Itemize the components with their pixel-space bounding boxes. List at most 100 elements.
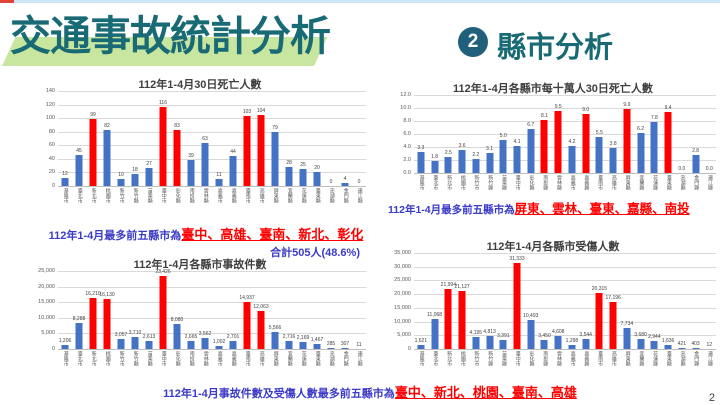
x-axis-label: 新竹市 — [473, 175, 480, 190]
y-tick-label: 0 — [51, 183, 55, 189]
x-axis-label: 高雄市 — [258, 351, 265, 366]
bar-column: 11,068 — [427, 253, 442, 349]
bar-value-label: 83 — [174, 123, 180, 129]
x-axis-label: 嘉義市 — [569, 175, 576, 190]
y-tick-label: 15,000 — [38, 299, 55, 306]
caption-top5-counties: 屏東、雲林、臺東、嘉縣、南投 — [514, 202, 690, 216]
bar-column: 3.8 — [606, 95, 620, 173]
bar-column: 16,130 — [99, 271, 115, 349]
gridline — [414, 108, 716, 109]
bar — [341, 183, 349, 186]
x-axis-label: 新竹縣 — [487, 175, 494, 190]
bar-value-label: 12,063 — [253, 304, 269, 310]
y-tick-label: 20,000 — [38, 283, 55, 290]
x-axis-label: 澎湖縣 — [679, 175, 686, 190]
bar — [61, 345, 69, 349]
bar-value-label: 10,493 — [523, 313, 539, 319]
bar-column: 5,566 — [268, 271, 282, 349]
x-axis-label: 苗栗縣 — [501, 175, 508, 190]
section-title: 縣市分析 — [497, 32, 614, 64]
gridline — [58, 131, 366, 133]
page-number: 2 — [708, 392, 715, 404]
bar-value-label: 28 — [286, 160, 292, 166]
bar — [103, 130, 111, 186]
x-axis: 基隆市 臺北市 新北市 桃園市 新竹市 新竹縣 苗栗縣 臺中市 彰化縣 南投縣 雲林縣 嘉義市 嘉義縣臺… — [58, 349, 366, 375]
x-axis-label: 金門縣 — [693, 175, 700, 190]
bar-value-label: 2,716 — [282, 334, 296, 340]
bar-column: 0 — [352, 91, 366, 186]
bar-value-label: 16,210 — [85, 291, 101, 297]
bar-column: 8.1 — [538, 95, 552, 173]
bar — [431, 319, 439, 349]
x-axis-label: 金門縣 — [693, 351, 700, 366]
x-axis-label: 苗栗縣 — [146, 188, 153, 203]
bar-value-label: 8,080 — [170, 317, 184, 323]
bar-highlighted — [159, 276, 167, 349]
bar-column: 6.7 — [524, 95, 538, 173]
x-axis-label: 苗栗縣 — [146, 351, 153, 366]
bar-column: 20,315 — [592, 253, 607, 349]
section-number-badge: 2 — [458, 27, 488, 57]
bar — [527, 320, 535, 349]
y-tick-label: 40 — [48, 155, 55, 162]
bar — [131, 174, 139, 186]
x-axis-label: 嘉義縣 — [230, 188, 237, 203]
gridline — [414, 294, 716, 296]
gridline — [58, 158, 366, 160]
bar — [173, 324, 181, 349]
bar-column: 17,196 — [605, 253, 621, 349]
y-tick-label: 5,000 — [397, 332, 411, 339]
bar-column: 3,450 — [538, 253, 552, 349]
x-axis-label: 宜蘭縣 — [286, 351, 293, 366]
bar-column: 3,562 — [198, 271, 212, 349]
caption-total: 合計505人(48.6%) — [270, 247, 360, 259]
x-axis-label: 嘉義市 — [216, 351, 223, 366]
bar-column: 11 — [212, 91, 226, 186]
bar-column: 285 — [324, 271, 338, 349]
x-axis-label: 新北市 — [90, 351, 97, 366]
bar-column: 39 — [184, 91, 198, 186]
y-tick-label: 25,000 — [394, 277, 411, 284]
bar — [327, 348, 335, 349]
bar — [623, 328, 631, 349]
bar-column: 4,608 — [551, 253, 565, 349]
x-axis-label: 臺中市 — [160, 188, 167, 203]
bar-value-label: 0 — [357, 179, 361, 185]
gridline — [414, 307, 716, 309]
bar — [664, 345, 672, 349]
y-tick-label: 12.0 — [400, 92, 411, 98]
x-axis-label: 新竹縣 — [132, 351, 139, 366]
bar-column: 104 — [254, 91, 268, 186]
bar-value-label: 7.8 — [650, 115, 658, 121]
bar-value-label: 45 — [76, 148, 82, 154]
bar — [145, 341, 153, 349]
bar — [527, 129, 535, 173]
bar-value-label: 31,333 — [509, 256, 525, 262]
bar — [61, 178, 69, 186]
bar — [229, 341, 237, 349]
bar-column: 2.5 — [441, 95, 455, 173]
gridline — [58, 186, 366, 187]
bar-value-label: 103 — [242, 109, 252, 115]
bar-highlighted — [623, 109, 631, 173]
bar-highlighted — [257, 115, 265, 186]
bar-column: 79 — [268, 91, 282, 186]
bar-column: 2.8 — [689, 95, 703, 173]
x-axis: 基隆市 臺北市 新北市 桃園市 新竹市 新竹縣 苗栗縣 臺中市 彰化縣 南投縣 雲林縣 嘉義市 嘉義縣臺… — [414, 173, 716, 199]
bar-value-label: 12 — [62, 171, 68, 177]
bar-value-label: 10 — [118, 172, 124, 178]
bar-column: 4,195 — [469, 253, 483, 349]
y-tick-label: 0 — [51, 346, 55, 352]
bar — [75, 323, 83, 349]
bar-value-label: 99 — [90, 112, 96, 118]
gridline — [58, 271, 366, 272]
bar — [692, 155, 700, 173]
chart-injured-persons: 112年1-4月各縣市受傷人數 35,000 30,000 25,000 20,000… — [390, 238, 716, 375]
bar — [568, 345, 576, 349]
x-axis-label: 嘉義市 — [216, 188, 223, 203]
bar-value-label: 1,206 — [58, 338, 72, 344]
caption-prefix: 112年1-4月事故件數及受傷人數最多前五縣市為 — [163, 388, 395, 400]
bar-column: 1.8 — [428, 95, 442, 173]
bar-value-label: 2.8 — [692, 148, 700, 154]
gridline — [58, 118, 366, 120]
